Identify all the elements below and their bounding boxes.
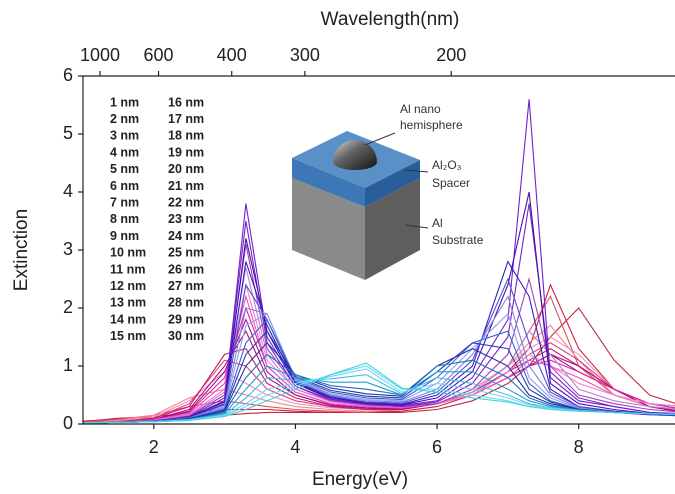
series-line xyxy=(83,277,675,424)
series-line xyxy=(83,362,675,424)
legend-entry: 5 nm xyxy=(110,162,139,176)
series-line xyxy=(83,294,675,424)
legend-entry: 8 nm xyxy=(110,212,139,226)
pointer xyxy=(404,224,429,229)
series-line xyxy=(83,203,675,424)
x2-tick-label: 600 xyxy=(144,45,174,65)
curves xyxy=(83,99,675,424)
legend-entry: 25 nm xyxy=(168,246,204,260)
x-tick-label: 6 xyxy=(432,437,442,457)
spacer-side xyxy=(365,160,420,207)
legend-entry: 18 nm xyxy=(168,129,204,143)
y-tick-label: 3 xyxy=(63,239,73,259)
x-axis-title: Energy(eV) xyxy=(312,469,408,490)
x2-tick-label: 1000 xyxy=(80,45,120,65)
y-tick-label: 5 xyxy=(63,123,73,143)
annotation: Spacer xyxy=(432,176,470,190)
annotation: hemisphere xyxy=(400,118,463,132)
x2-tick-label: 300 xyxy=(290,45,320,65)
substrate-side xyxy=(365,178,420,280)
x-tick-label: 2 xyxy=(149,437,159,457)
legend-entry: 20 nm xyxy=(168,162,204,176)
y-axis-title: Extinction xyxy=(11,209,32,291)
legend-entry: 13 nm xyxy=(110,296,146,310)
x2-tick-label: 400 xyxy=(217,45,247,65)
legend-entry: 7 nm xyxy=(110,195,139,209)
annotation: Al₂O₃ xyxy=(432,158,462,172)
legend-entry: 10 nm xyxy=(110,246,146,260)
y-tick-label: 6 xyxy=(63,65,73,85)
legend-entry: 23 nm xyxy=(168,212,204,226)
annotation: Al xyxy=(432,216,443,230)
annotation: Substrate xyxy=(432,233,484,247)
legend-entry: 21 nm xyxy=(168,179,204,193)
series-line xyxy=(83,191,675,424)
y-tick-label: 0 xyxy=(63,413,73,433)
x-tick-label: 8 xyxy=(574,437,584,457)
x2-tick-label: 200 xyxy=(436,45,466,65)
y-tick-label: 1 xyxy=(63,355,73,375)
series-line xyxy=(83,318,675,424)
legend-entry: 16 nm xyxy=(168,95,204,109)
legend-entry: 14 nm xyxy=(110,312,146,326)
legend-entry: 28 nm xyxy=(168,296,204,310)
legend-entry: 17 nm xyxy=(168,112,204,126)
legend-entry: 4 nm xyxy=(110,145,139,159)
legend-entry: 2 nm xyxy=(110,112,139,126)
series-line xyxy=(83,341,675,424)
legend-entry: 6 nm xyxy=(110,179,139,193)
spacer-front xyxy=(292,158,365,207)
legend-entry: 11 nm xyxy=(110,262,145,276)
hemisphere xyxy=(333,140,377,170)
legend-entry: 22 nm xyxy=(168,195,204,209)
legend-entry: 27 nm xyxy=(168,279,204,293)
series-line xyxy=(83,365,675,424)
pointer xyxy=(364,132,396,146)
pointer xyxy=(404,169,429,173)
legend-entry: 1 nm xyxy=(110,95,139,109)
legend-entry: 15 nm xyxy=(110,329,146,343)
x-tick-label: 4 xyxy=(290,437,300,457)
series-line xyxy=(83,318,675,424)
legend-entry: 24 nm xyxy=(168,229,204,243)
substrate-front xyxy=(292,178,365,280)
y-tick-label: 4 xyxy=(63,181,73,201)
legend-entry: 26 nm xyxy=(168,262,204,276)
legend-entry: 19 nm xyxy=(168,145,204,159)
inset-diagram: Al nano hemisphere Al₂O₃ Spacer Al Subst… xyxy=(292,102,484,280)
legend-entry: 12 nm xyxy=(110,279,146,293)
legend-entry: 29 nm xyxy=(168,312,204,326)
x2-axis-title: Wavelength(nm) xyxy=(321,9,460,30)
legend-entry: 30 nm xyxy=(168,329,204,343)
y-tick-label: 2 xyxy=(63,297,73,317)
legend-entry: 3 nm xyxy=(110,129,139,143)
legend-entry: 9 nm xyxy=(110,229,139,243)
annotation: Al nano xyxy=(400,102,441,116)
series-line xyxy=(83,347,675,424)
